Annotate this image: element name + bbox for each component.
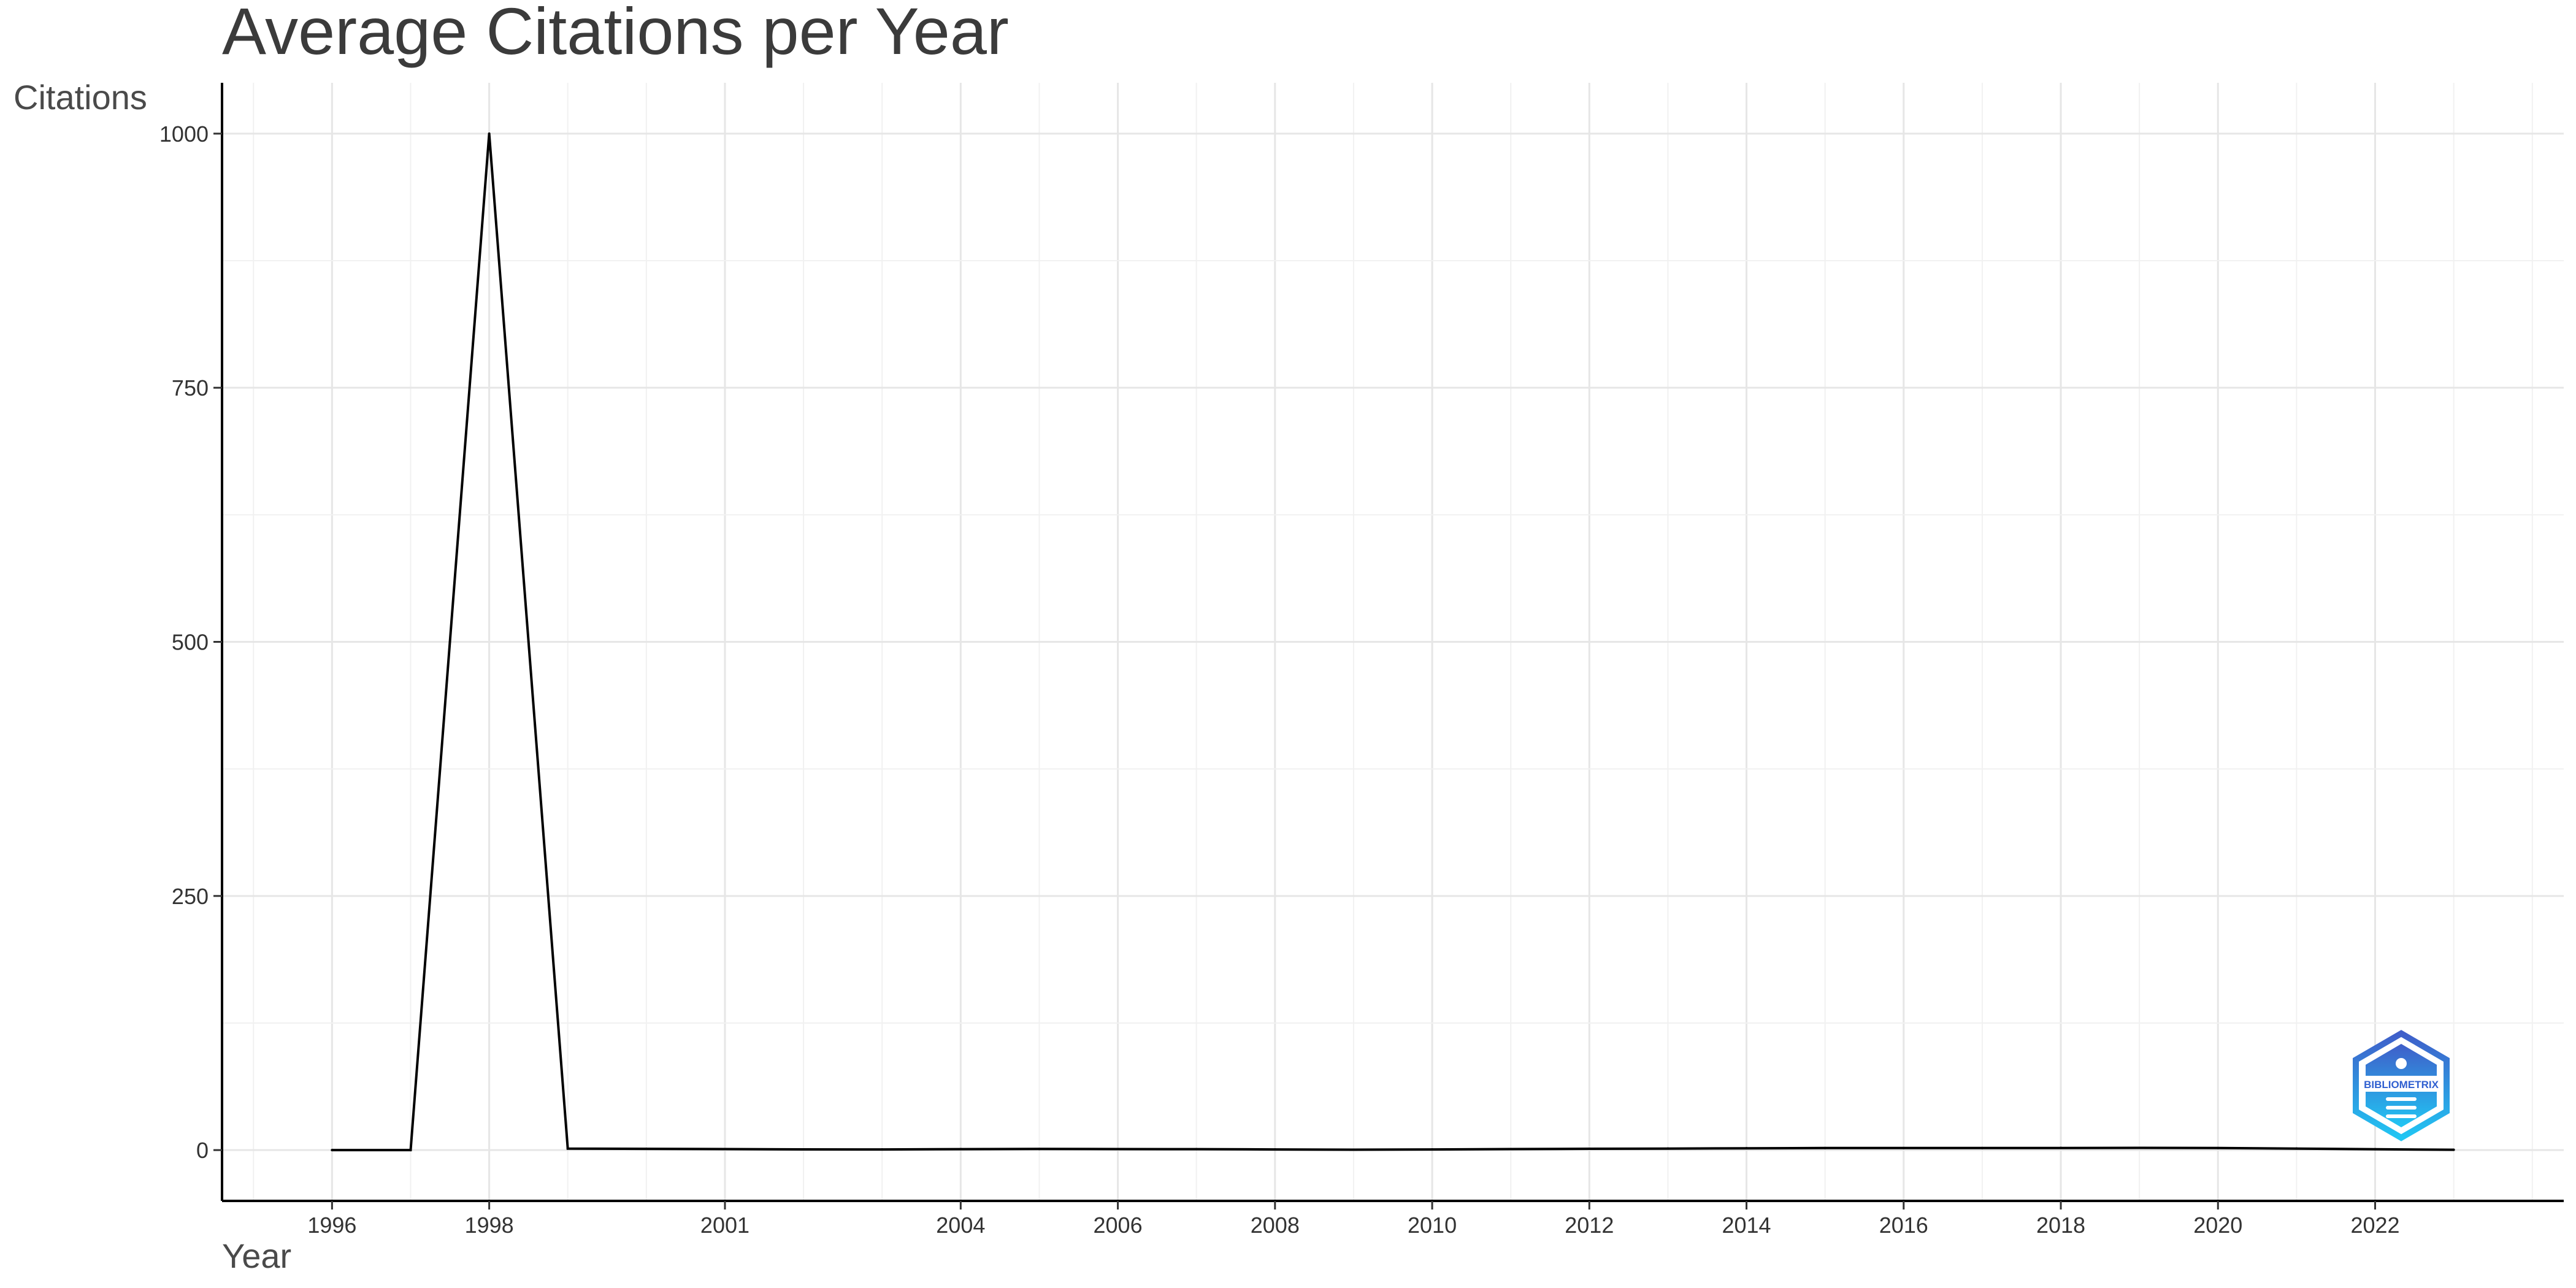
data-point — [2295, 1147, 2298, 1150]
data-point — [1980, 1146, 1984, 1149]
y-tick-label: 1000 — [159, 121, 209, 147]
data-point — [1745, 1147, 1748, 1150]
x-tick-label: 1998 — [465, 1213, 514, 1238]
x-tick-label: 2016 — [1879, 1213, 1928, 1238]
x-tick-label: 2001 — [700, 1213, 749, 1238]
y-tick-label: 0 — [196, 1138, 209, 1163]
y-tick-label: 250 — [172, 884, 209, 909]
series-line — [332, 133, 2454, 1152]
data-point — [1666, 1147, 1669, 1150]
data-point — [331, 1149, 334, 1152]
data-point — [1902, 1146, 1905, 1149]
series — [331, 132, 2455, 1152]
data-point — [488, 132, 491, 135]
x-tick-label: 2022 — [2350, 1213, 2399, 1238]
data-point — [1431, 1148, 1434, 1151]
x-tick-label: 2010 — [1408, 1213, 1457, 1238]
x-tick-label: 2006 — [1094, 1213, 1143, 1238]
x-tick-label: 2004 — [936, 1213, 985, 1238]
data-point — [2060, 1146, 2063, 1149]
data-point — [1116, 1148, 1119, 1151]
data-point — [566, 1147, 569, 1150]
axes — [213, 83, 2564, 1209]
x-tick-label: 2018 — [2036, 1213, 2085, 1238]
data-point — [1509, 1148, 1512, 1151]
data-point — [409, 1149, 412, 1152]
data-point — [2452, 1148, 2455, 1151]
data-point — [645, 1148, 648, 1151]
data-point — [1823, 1146, 1827, 1149]
data-point — [1273, 1148, 1276, 1151]
y-tick-label: 500 — [172, 630, 209, 655]
data-point — [2138, 1146, 2141, 1149]
tick-labels: 0 250 500 750 1000 1996 1998 2001 2004 2006 2008 20… — [159, 121, 2400, 1238]
x-tick-label: 2008 — [1251, 1213, 1300, 1238]
data-point — [802, 1148, 805, 1151]
logo-text: BIBLIOMETRIX — [2364, 1079, 2439, 1091]
x-tick-label: 1996 — [307, 1213, 356, 1238]
data-point — [1588, 1147, 1591, 1150]
data-point — [1352, 1148, 1355, 1151]
bibliometrix-hexagon-logo: BIBLIOMETRIX — [2353, 1030, 2450, 1141]
data-point — [1195, 1148, 1198, 1151]
data-point — [723, 1148, 726, 1151]
y-axis-title: Citations — [13, 78, 147, 117]
x-tick-label: 2014 — [1722, 1213, 1771, 1238]
data-point — [2374, 1148, 2377, 1151]
data-point — [881, 1148, 884, 1151]
chart-title: Average Citations per Year — [222, 0, 1009, 68]
y-tick-label: 750 — [172, 375, 209, 401]
data-point — [959, 1148, 962, 1151]
grid — [222, 83, 2564, 1201]
data-point — [2217, 1146, 2220, 1149]
x-tick-label: 2012 — [1565, 1213, 1614, 1238]
x-tick-label: 2020 — [2193, 1213, 2242, 1238]
data-point — [1038, 1148, 1041, 1151]
x-axis-title: Year — [222, 1236, 291, 1275]
